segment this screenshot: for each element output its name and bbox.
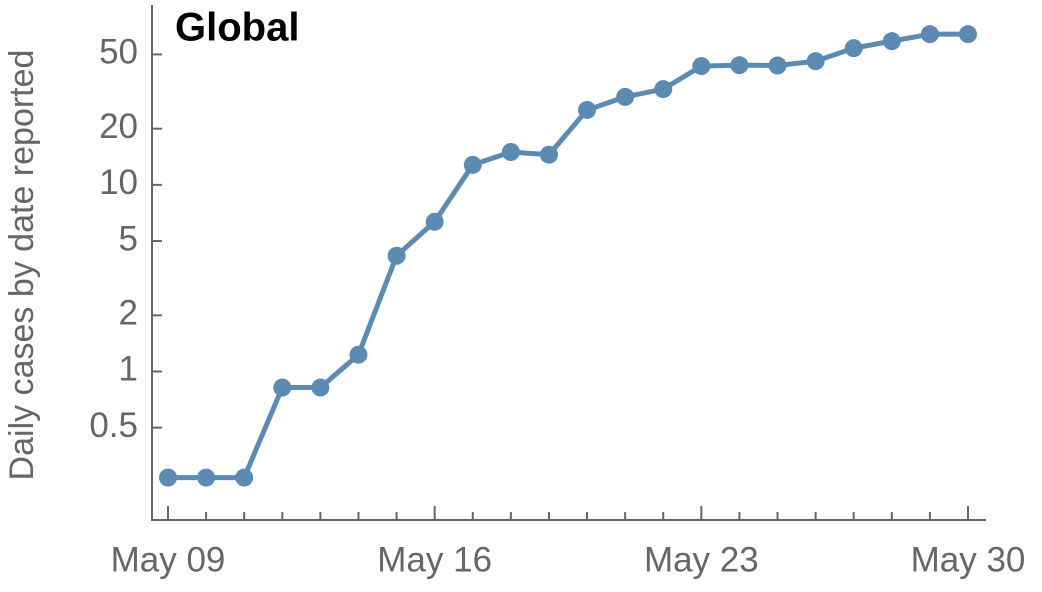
data-point — [616, 87, 635, 106]
data-point — [959, 25, 977, 44]
data-point — [349, 345, 368, 364]
data-point — [654, 80, 673, 99]
y-tick-label: 20 — [99, 107, 138, 146]
data-point — [463, 155, 482, 174]
series-line — [168, 31, 968, 481]
data-point — [235, 468, 254, 487]
data-point — [882, 32, 901, 51]
y-tick-label: 5 — [119, 219, 138, 258]
y-tick-label: 1 — [119, 350, 138, 389]
data-point — [273, 378, 292, 397]
x-tick-label: May 09 — [111, 540, 226, 579]
data-point — [806, 52, 825, 71]
data-point — [311, 378, 330, 397]
data-point — [159, 468, 177, 487]
y-tick-label: 10 — [99, 163, 138, 202]
data-point — [730, 56, 749, 75]
data-point — [844, 39, 863, 58]
y-tick-label: 50 — [99, 33, 138, 72]
data-point — [692, 57, 711, 76]
x-tick-label: May 30 — [911, 540, 1026, 579]
y-tick-label: 0.5 — [89, 406, 138, 445]
data-point — [425, 212, 444, 231]
y-tick-label: 2 — [119, 294, 138, 333]
data-point — [768, 56, 787, 75]
data-point — [197, 468, 216, 487]
data-point — [387, 246, 406, 265]
data-point — [501, 142, 520, 161]
data-point — [920, 25, 939, 44]
x-tick-label: May 23 — [644, 540, 759, 579]
chart-title: Global — [175, 6, 299, 50]
x-tick-label: May 16 — [377, 540, 492, 579]
data-point — [578, 100, 597, 119]
data-point — [539, 145, 558, 164]
y-axis-label: Daily cases by date reported — [3, 50, 41, 481]
